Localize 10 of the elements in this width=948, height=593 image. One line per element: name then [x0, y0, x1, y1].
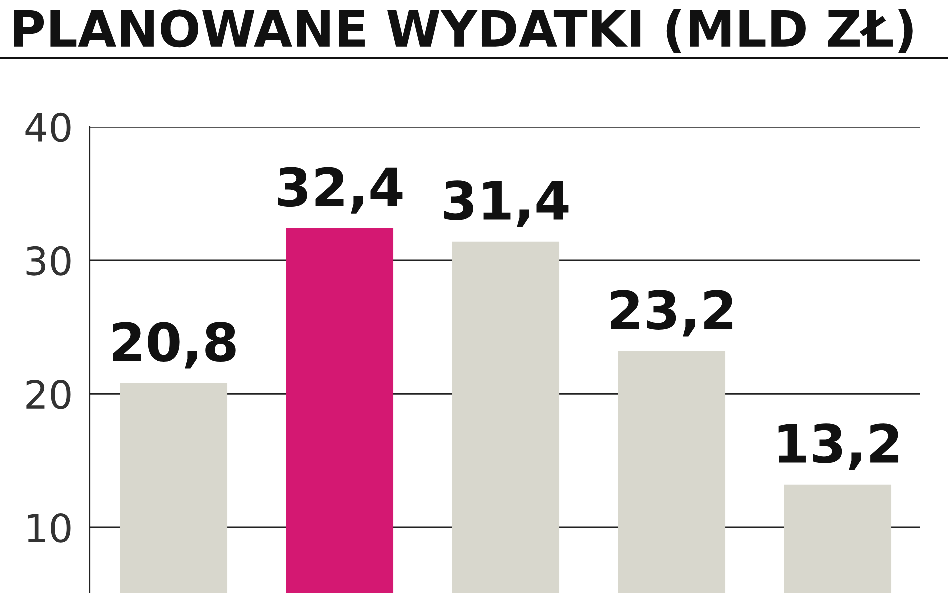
y-tick-label: 20 — [26, 380, 71, 410]
y-tick-label: 40 — [26, 112, 71, 142]
data-label: 23,2 — [611, 290, 733, 337]
chart-title: PLANOWANE WYDATKI (MLD ZŁ) — [14, 8, 913, 54]
data-label: 20,8 — [113, 322, 236, 369]
y-tick-label: 30 — [26, 246, 71, 276]
y-tick-label: 10 — [28, 513, 71, 543]
data-label: 13,2 — [778, 424, 899, 470]
data-label: 31,4 — [444, 180, 569, 228]
data-label: 32,4 — [278, 167, 403, 214]
